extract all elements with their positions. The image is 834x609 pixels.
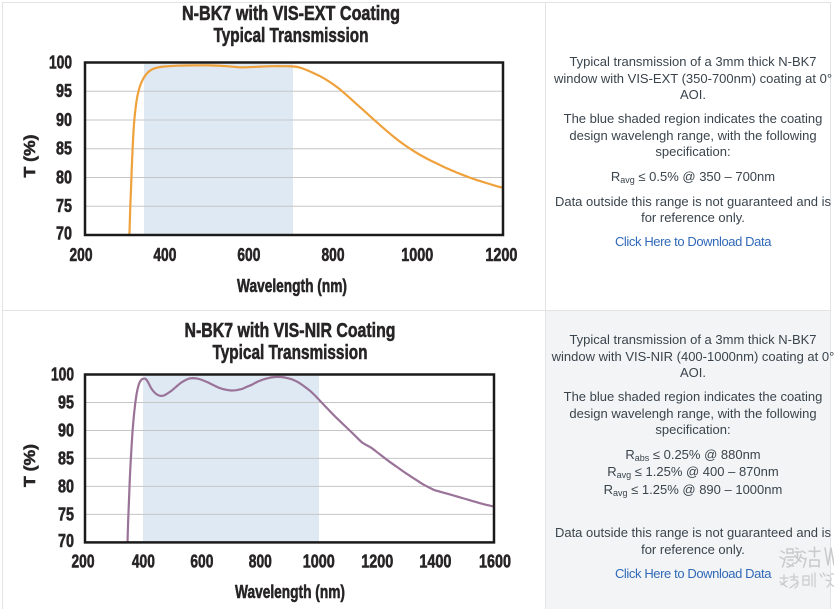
svg-text:100: 100 xyxy=(49,53,72,73)
svg-text:75: 75 xyxy=(58,504,74,524)
svg-text:1200: 1200 xyxy=(361,552,393,572)
svg-text:85: 85 xyxy=(56,139,72,159)
svg-text:95: 95 xyxy=(56,81,72,101)
svg-text:N-BK7 with VIS-EXT Coating: N-BK7 with VIS-EXT Coating xyxy=(182,3,400,25)
svg-text:1600: 1600 xyxy=(479,552,511,572)
svg-text:Typical Transmission: Typical Transmission xyxy=(213,342,368,364)
svg-text:1400: 1400 xyxy=(419,552,451,572)
svg-text:75: 75 xyxy=(56,196,72,216)
svg-text:90: 90 xyxy=(56,110,72,130)
svg-text:70: 70 xyxy=(58,531,74,551)
svg-text:200: 200 xyxy=(70,245,93,265)
svg-text:80: 80 xyxy=(56,168,72,188)
svg-text:85: 85 xyxy=(58,448,74,468)
svg-text:N-BK7 with VIS-NIR Coating: N-BK7 with VIS-NIR Coating xyxy=(185,320,396,342)
svg-text:Typical Transmission: Typical Transmission xyxy=(214,25,369,47)
svg-text:1200: 1200 xyxy=(485,245,517,265)
svg-text:200: 200 xyxy=(72,552,95,572)
svg-text:T (%): T (%) xyxy=(22,444,39,487)
svg-text:70: 70 xyxy=(56,224,72,244)
svg-text:90: 90 xyxy=(58,421,74,441)
svg-text:600: 600 xyxy=(237,245,260,265)
svg-text:T (%): T (%) xyxy=(22,135,39,178)
svg-text:800: 800 xyxy=(249,552,272,572)
svg-text:800: 800 xyxy=(322,245,345,265)
svg-text:1000: 1000 xyxy=(401,245,433,265)
svg-text:400: 400 xyxy=(132,552,155,572)
svg-text:Wavelength (nm): Wavelength (nm) xyxy=(235,582,345,602)
svg-text:400: 400 xyxy=(153,245,176,265)
svg-text:100: 100 xyxy=(51,365,74,385)
svg-text:1000: 1000 xyxy=(303,552,335,572)
svg-text:600: 600 xyxy=(190,552,213,572)
svg-text:95: 95 xyxy=(58,393,74,413)
svg-text:Wavelength (nm): Wavelength (nm) xyxy=(237,276,347,296)
svg-text:80: 80 xyxy=(58,476,74,496)
